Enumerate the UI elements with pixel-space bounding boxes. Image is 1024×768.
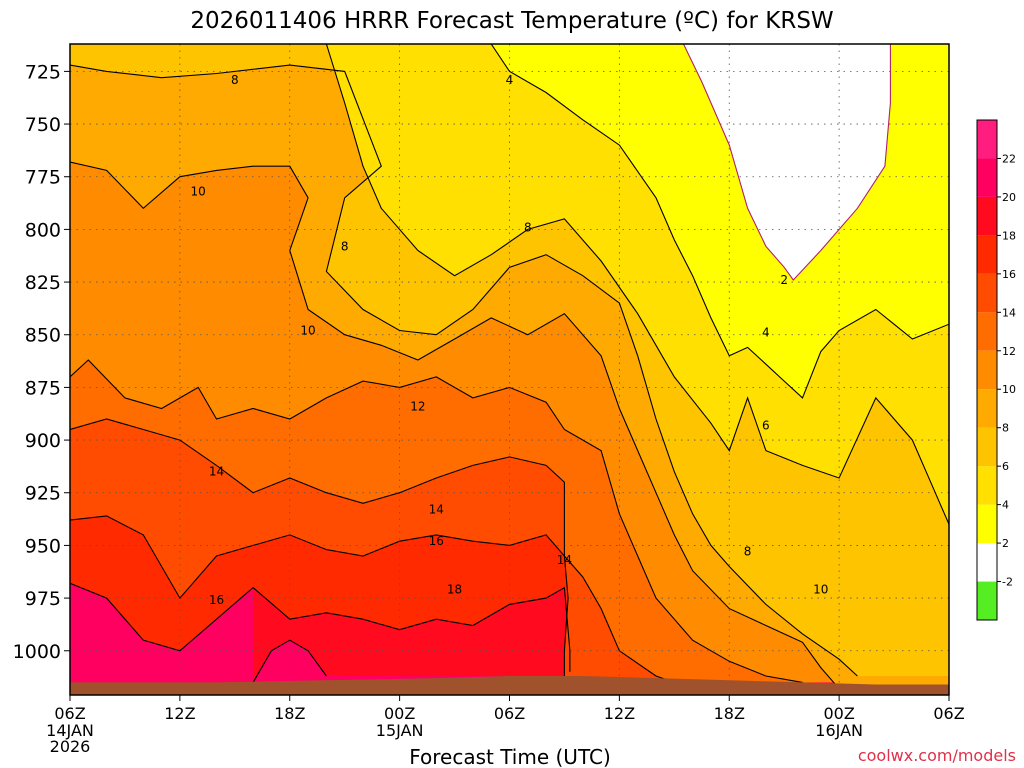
- contour-line-6: [325, 44, 949, 525]
- y-tick-label: 825: [25, 272, 61, 294]
- contour-label: 8: [341, 239, 349, 253]
- contour-label: 18: [447, 583, 462, 597]
- colorbar-label: 14: [1002, 306, 1016, 319]
- contour-line-10: [70, 161, 840, 690]
- colorbar-label: 16: [1002, 268, 1016, 281]
- terrain-surface: [70, 676, 949, 695]
- x-tick-label: 00Z: [823, 704, 854, 723]
- contour-label: 10: [300, 324, 315, 338]
- x-tick-label: 00Z: [384, 704, 415, 723]
- contour-label: 16: [429, 534, 444, 548]
- x-tick-label: 12Z: [164, 704, 195, 723]
- y-axis: 725 750 775 800 825 850 875 900 925 950 975 1000: [13, 61, 70, 663]
- colorbar-label: 20: [1002, 191, 1016, 204]
- x-tick-label: 06Z: [933, 704, 964, 723]
- y-tick-label: 850: [25, 325, 61, 347]
- colorbar-label: 2: [1002, 537, 1009, 550]
- y-tick-label: 750: [25, 114, 61, 136]
- attribution: coolwx.com/models: [858, 746, 1016, 765]
- y-tick-label: 900: [25, 430, 61, 452]
- colorbar-swatch: [977, 466, 997, 505]
- colorbar-label: 6: [1002, 460, 1009, 473]
- colorbar: -2 2 4 6 8 10 12 14 16 18 20 22: [976, 119, 1016, 621]
- x-tick-label: 18Z: [714, 704, 745, 723]
- x-tick-sublabel: 15JAN: [376, 721, 424, 740]
- contour-line-16: [70, 515, 569, 683]
- contour-line-8: [70, 64, 858, 677]
- contour-line-20: [252, 639, 327, 683]
- y-tick-label: 925: [25, 483, 61, 505]
- x-tick-label: 06Z: [494, 704, 525, 723]
- fill-band-2: [683, 44, 949, 280]
- y-tick-label: 775: [25, 167, 61, 189]
- contour-label: 14: [209, 465, 224, 479]
- colorbar-swatch: [977, 158, 997, 197]
- colorbar-swatch: [977, 504, 997, 544]
- x-tick-sublabel: 2026: [50, 737, 91, 756]
- plot-area: 8 4 10 8 8 2 10 4 12 6 14 14 16 14 8 16 18 10: [69, 43, 950, 696]
- x-axis-label: Forecast Time (UTC): [409, 745, 611, 768]
- colorbar-label: 10: [1002, 383, 1016, 396]
- contour-label: 2: [780, 273, 788, 287]
- contour-line-14: [70, 418, 675, 683]
- contour-line-4: [490, 44, 949, 399]
- colorbar-label: 8: [1002, 422, 1009, 435]
- chart-title: 2026011406 HRRR Forecast Temperature (ºC…: [190, 8, 833, 34]
- colorbar-swatch: [977, 581, 997, 620]
- x-tick-label: 18Z: [274, 704, 305, 723]
- contour-label: 6: [762, 418, 770, 432]
- y-tick-label: 1000: [13, 641, 61, 663]
- terrain: [70, 676, 949, 695]
- contour-label: 10: [191, 184, 206, 198]
- x-tick-sublabel: 14JAN: [46, 721, 94, 740]
- contour-line-2: [683, 44, 891, 281]
- y-tick-label: 875: [25, 377, 61, 399]
- colorbar-swatch: [977, 543, 997, 582]
- contour-line-18: [70, 582, 571, 672]
- contour-label: 16: [209, 593, 224, 607]
- colorbar-label: -2: [1002, 576, 1013, 589]
- x-tick-label: 06Z: [54, 704, 85, 723]
- contour-label: 8: [744, 545, 752, 559]
- colorbar-swatch: [977, 273, 997, 313]
- colorbar-label: 18: [1002, 229, 1016, 242]
- contour-lines: [70, 44, 949, 690]
- colorbar-frame: [976, 119, 998, 621]
- fill-band-core: [253, 640, 327, 683]
- colorbar-label: 4: [1002, 499, 1009, 512]
- colorbar-swatch: [977, 389, 997, 428]
- colorbar-swatch: [977, 196, 997, 236]
- y-tick-label: 950: [25, 535, 61, 557]
- colorbar-swatch: [977, 350, 997, 390]
- colorbar-swatch: [977, 120, 997, 159]
- contour-label: 14: [557, 553, 572, 567]
- contour-label: 8: [524, 220, 532, 234]
- colorbar-label: 22: [1002, 152, 1016, 165]
- contour-label: 14: [429, 503, 444, 517]
- colorbar-label: 12: [1002, 345, 1016, 358]
- y-tick-label: 975: [25, 588, 61, 610]
- contour-label: 4: [762, 326, 770, 340]
- x-tick-sublabel: 16JAN: [815, 721, 863, 740]
- contour-label: 10: [813, 583, 828, 597]
- x-tick-label: 12Z: [604, 704, 635, 723]
- colorbar-swatch: [977, 312, 997, 351]
- contour-label: 4: [506, 73, 514, 87]
- colorbar-swatch: [977, 235, 997, 274]
- contour-label: 8: [231, 73, 239, 87]
- y-tick-label: 725: [25, 61, 61, 83]
- contour-label: 12: [410, 399, 425, 413]
- y-tick-label: 800: [25, 219, 61, 241]
- contour-labels: 8 4 10 8 8 2 10 4 12 6 14 14 16 14 8 16 18 10: [191, 73, 829, 607]
- contour-line-12: [70, 359, 803, 683]
- colorbar-swatch: [977, 427, 997, 467]
